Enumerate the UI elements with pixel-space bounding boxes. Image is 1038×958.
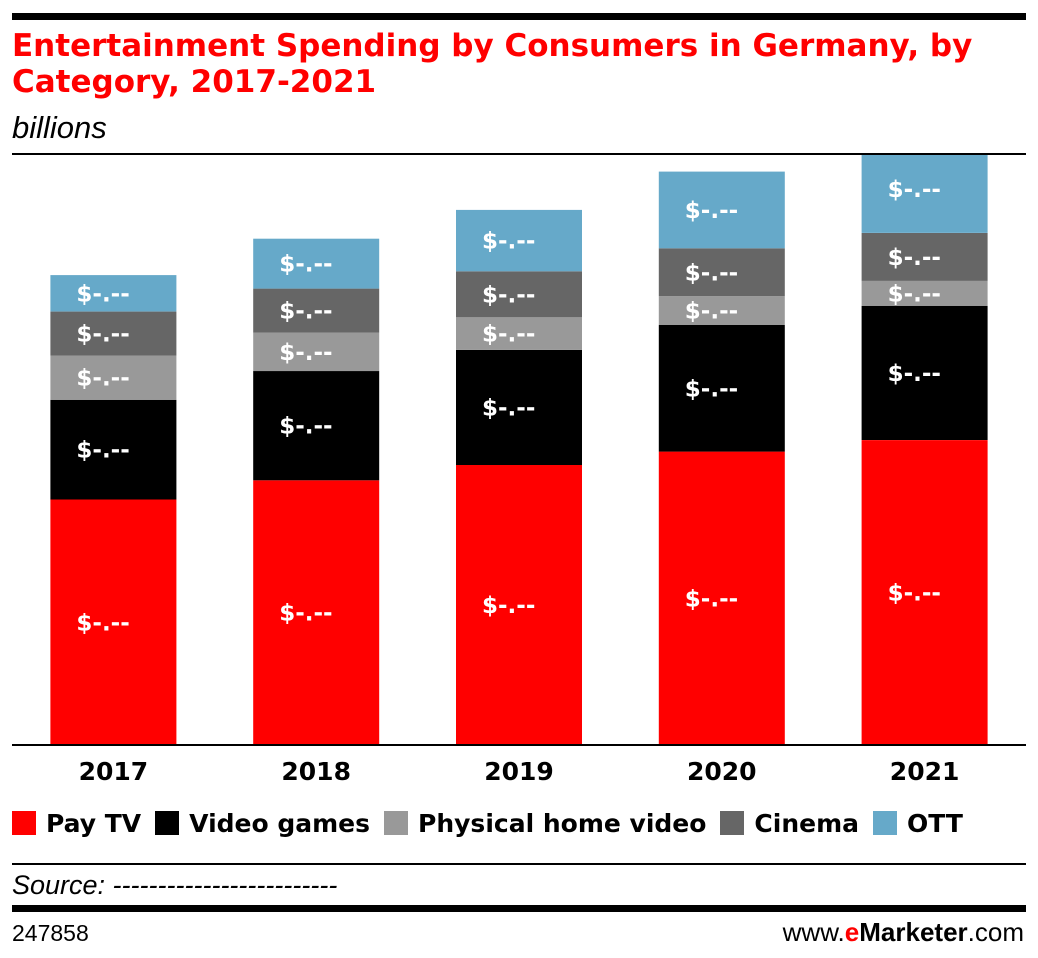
top-rule (12, 13, 1026, 20)
bar-segment-2020-s3 (658, 248, 785, 297)
legend-item-s0: Pay TV (12, 809, 141, 838)
legend-label-s3: Cinema (754, 808, 860, 838)
bar-segment-2019-s1 (456, 349, 582, 465)
data-label-2019-s0: $-.-- (482, 593, 535, 619)
chart-subtitle: billions (12, 110, 107, 145)
legend-item-s2: Physical home video (384, 809, 706, 838)
legend-label-s2: Physical home video (418, 808, 707, 838)
brand-prefix: www. (782, 917, 845, 947)
data-label-2019-s4: $-.-- (482, 229, 535, 255)
data-label-2018-s0: $-.-- (279, 601, 332, 627)
legend-swatch-s0 (12, 811, 36, 835)
data-label-2017-s2: $-.-- (76, 366, 129, 392)
bar-segment-2018-s4 (253, 238, 380, 289)
stacked-bar-chart: $-.-- $-.-- $-.-- $-.-- $-.-- $-.-- $-.-- $-.--… (12, 155, 1026, 786)
data-label-2020-s0: $-.-- (685, 586, 738, 612)
data-label-2021-s1: $-.-- (888, 361, 941, 387)
data-label-2021-s0: $-.-- (888, 581, 941, 607)
data-label-2018-s3: $-.-- (279, 299, 332, 325)
legend-swatch-s4 (873, 811, 898, 835)
data-label-2019-s2: $-.-- (482, 322, 535, 348)
data-label-2020-s1: $-.-- (685, 376, 738, 402)
legend-label-s1: Video games (189, 808, 371, 838)
bar-segment-2019-s2 (456, 317, 582, 350)
legend-item-s1: Video games (155, 809, 370, 838)
bar-segment-2018-s0 (253, 480, 380, 745)
brand-logo[interactable]: www.eMarketer.com (783, 917, 1024, 947)
brand-name: Marketer (859, 917, 968, 947)
data-label-2017-s4: $-.-- (76, 281, 129, 307)
bar-segment-2019-s0 (456, 465, 582, 745)
legend-label-s4: OTT (907, 808, 963, 838)
bar-segment-2020-s2 (658, 296, 785, 325)
bar-segment-2021-s2 (861, 280, 988, 306)
brand-e: e (844, 917, 860, 947)
data-label-2018-s1: $-.-- (279, 414, 332, 440)
legend-item-s3: Cinema (720, 809, 859, 838)
x-tick-label-2021: 2021 (890, 757, 960, 786)
bar-segment-2021-s0 (861, 440, 988, 745)
bar-segment-2019-s4 (456, 209, 582, 272)
legend-swatch-s1 (155, 811, 180, 835)
legend-label-s0: Pay TV (46, 808, 142, 838)
source-note: Source: ------------------------- (12, 870, 338, 900)
bar-segment-2020-s4 (658, 171, 785, 249)
x-tick-label-2019: 2019 (484, 757, 554, 786)
category-labels: 2017 2018 2019 2020 2021 (79, 757, 960, 786)
data-label-2021-s2: $-.-- (888, 281, 941, 307)
bar-segment-2018-s3 (253, 288, 380, 333)
x-tick-label-2020: 2020 (687, 757, 757, 786)
x-tick-label-2017: 2017 (79, 757, 149, 786)
brand-suffix: .com (967, 917, 1024, 947)
legend: Pay TV Video games Physical home video Cine… (12, 805, 1032, 841)
header-divider (12, 153, 1026, 155)
footer-rule (12, 905, 1026, 912)
chart-id: 247858 (12, 920, 89, 946)
bar-segment-2017-s4 (50, 275, 177, 312)
legend-swatch-s2 (384, 811, 409, 835)
data-label-2020-s2: $-.-- (685, 299, 738, 325)
data-label-2019-s1: $-.-- (482, 396, 535, 422)
bar-segment-2017-s2 (50, 355, 177, 400)
data-label-2021-s3: $-.-- (888, 245, 941, 271)
bar-segment-2019-s3 (456, 271, 582, 318)
bar-segment-2021-s1 (861, 305, 988, 440)
data-label-2020-s3: $-.-- (685, 260, 738, 286)
data-label-2020-s4: $-.-- (685, 198, 738, 224)
data-label-2017-s0: $-.-- (76, 610, 129, 636)
legend-item-s4: OTT (873, 809, 963, 838)
bar-segment-2018-s2 (253, 332, 380, 372)
bar-segment-2021-s3 (861, 233, 988, 281)
legend-swatch-s3 (720, 811, 745, 835)
bars-layer (50, 155, 988, 745)
bar-segment-2020-s0 (658, 451, 785, 745)
data-label-2017-s3: $-.-- (76, 322, 129, 348)
data-label-2017-s1: $-.-- (76, 438, 129, 464)
data-label-2019-s3: $-.-- (482, 282, 535, 308)
chart-title: Entertainment Spending by Consumers in G… (12, 28, 973, 100)
labels-layer: $-.-- $-.-- $-.-- $-.-- $-.-- $-.-- $-.-- $-.--… (76, 177, 941, 636)
bar-segment-2021-s4 (861, 155, 988, 233)
data-label-2021-s4: $-.-- (888, 177, 941, 203)
legend-divider (12, 863, 1026, 865)
data-label-2018-s4: $-.-- (279, 252, 332, 278)
bar-segment-2017-s1 (50, 399, 177, 500)
data-label-2018-s2: $-.-- (279, 340, 332, 366)
bar-segment-2018-s1 (253, 371, 380, 481)
bar-segment-2020-s1 (658, 325, 785, 452)
x-tick-label-2018: 2018 (281, 757, 351, 786)
bar-segment-2017-s3 (50, 311, 177, 356)
bar-segment-2017-s0 (50, 499, 177, 745)
